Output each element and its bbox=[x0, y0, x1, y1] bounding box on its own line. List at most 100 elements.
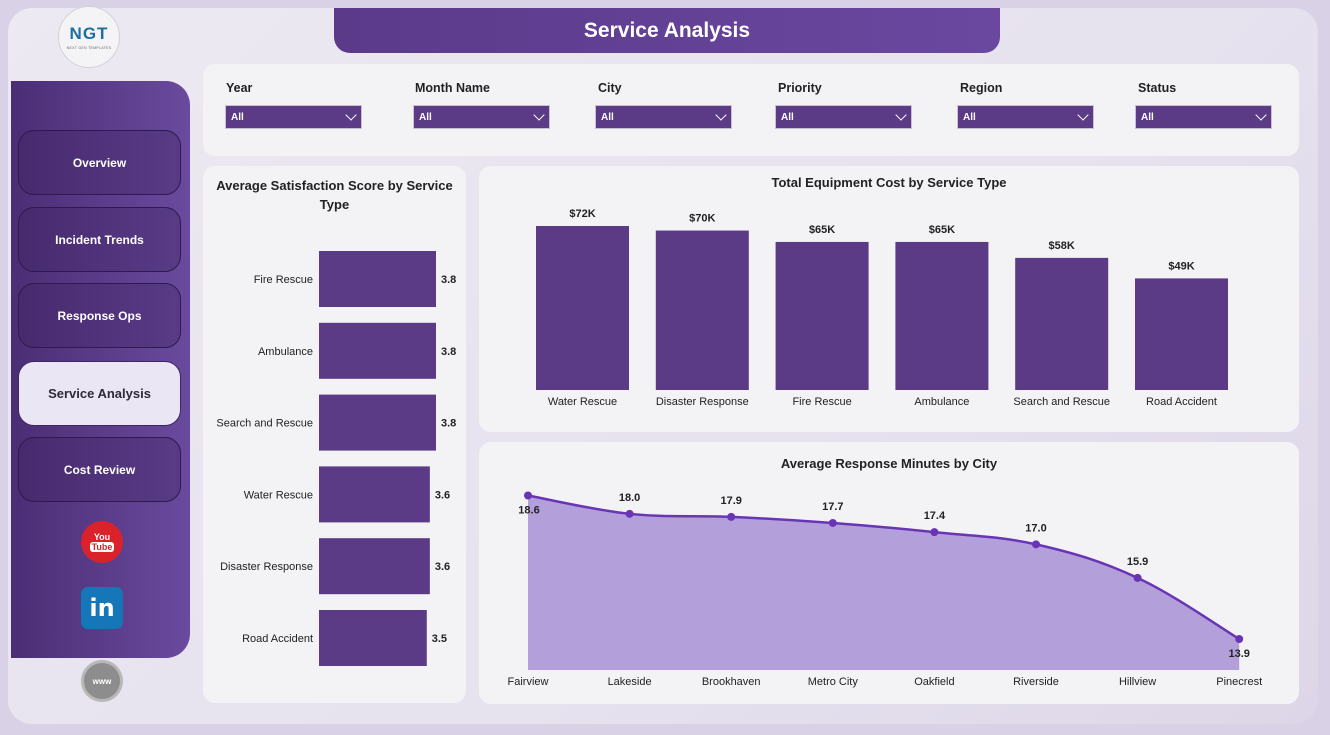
logo-text: NGT bbox=[69, 24, 109, 43]
logo-subtext: NEXT GEN TEMPLATES bbox=[66, 46, 112, 50]
chevron-down-icon bbox=[345, 109, 357, 121]
response-minutes-city-label: Fairview bbox=[508, 676, 549, 688]
ngt-logo: NGT NEXT GEN TEMPLATES bbox=[58, 6, 120, 68]
satisfaction-category-label: Fire Rescue bbox=[254, 274, 313, 286]
response-minutes-city-label: Hillview bbox=[1119, 676, 1156, 688]
response-minutes-point[interactable] bbox=[930, 528, 939, 537]
equipment-cost-bar[interactable] bbox=[775, 241, 869, 390]
response-minutes-point[interactable] bbox=[1235, 634, 1244, 643]
equipment-cost-bar[interactable] bbox=[1015, 257, 1109, 390]
filter-panel: Year All Month Name All City All Priorit… bbox=[203, 64, 1299, 156]
equipment-cost-bar[interactable] bbox=[1135, 278, 1228, 390]
equipment-cost-bar-chart: $72K Water Rescue $70K Disaster Response $65… bbox=[536, 208, 1228, 408]
response-minutes-point[interactable] bbox=[1032, 540, 1040, 549]
youtube-icon[interactable]: You Tube bbox=[81, 521, 123, 563]
equipment-cost-value-label: $65K bbox=[929, 224, 955, 236]
response-minutes-chart-title: Average Response Minutes by City bbox=[780, 456, 998, 471]
satisfaction-bar[interactable] bbox=[319, 394, 436, 451]
response-minutes-city-label: Metro City bbox=[808, 676, 859, 688]
satisfaction-category-label: Disaster Response bbox=[220, 561, 313, 573]
nav-overview-button[interactable]: Overview bbox=[18, 130, 181, 195]
nav-incident-trends-button[interactable]: Incident Trends bbox=[18, 207, 181, 272]
filter-month-name-label: Month Name bbox=[415, 81, 490, 95]
equipment-cost-category-label: Disaster Response bbox=[656, 396, 749, 408]
filter-status-label: Status bbox=[1138, 81, 1177, 95]
response-minutes-point[interactable] bbox=[625, 509, 634, 518]
satisfaction-bar[interactable] bbox=[319, 610, 427, 666]
equipment-cost-bar[interactable] bbox=[655, 230, 749, 390]
satisfaction-value-label: 3.5 bbox=[432, 633, 447, 645]
response-minutes-chart-card: Average Response Minutes by City 18.6 Fai… bbox=[479, 442, 1299, 704]
linkedin-icon-text: in bbox=[89, 594, 115, 622]
response-minutes-value-label: 17.7 bbox=[822, 501, 843, 513]
chevron-down-icon bbox=[1255, 109, 1267, 121]
nav-response-ops-button[interactable]: Response Ops bbox=[18, 283, 181, 348]
response-minutes-value-label: 17.0 bbox=[1025, 522, 1046, 534]
satisfaction-bar-chart: Fire Rescue 3.8 Ambulance 3.8 Search and Res… bbox=[216, 251, 456, 666]
equipment-cost-value-label: $65K bbox=[809, 224, 835, 236]
filter-year-select[interactable]: All bbox=[225, 105, 362, 129]
filter-region-label: Region bbox=[960, 81, 1003, 95]
response-minutes-value-label: 17.9 bbox=[720, 495, 741, 507]
chevron-down-icon bbox=[895, 109, 907, 121]
equipment-cost-value-label: $58K bbox=[1049, 240, 1075, 252]
filter-status-value: All bbox=[1141, 111, 1154, 123]
satisfaction-value-label: 3.8 bbox=[441, 274, 456, 286]
equipment-cost-category-label: Search and Rescue bbox=[1013, 396, 1110, 408]
filter-city-label: City bbox=[598, 81, 622, 95]
response-minutes-value-label: 15.9 bbox=[1127, 556, 1148, 568]
equipment-cost-category-label: Fire Rescue bbox=[792, 396, 851, 408]
equipment-cost-value-label: $72K bbox=[569, 208, 595, 220]
filter-priority-label: Priority bbox=[778, 81, 822, 95]
equipment-cost-chart-card: Total Equipment Cost by Service Type $72… bbox=[479, 166, 1299, 432]
filter-region-select[interactable]: All bbox=[957, 105, 1094, 129]
filter-month-name-select[interactable]: All bbox=[413, 105, 550, 129]
equipment-cost-chart-title: Total Equipment Cost by Service Type bbox=[771, 175, 1007, 190]
youtube-icon-text-bottom: Tube bbox=[89, 542, 115, 552]
page-title: Service Analysis bbox=[334, 8, 1000, 53]
response-minutes-point[interactable] bbox=[727, 512, 736, 521]
website-globe-icon[interactable]: www bbox=[81, 660, 123, 702]
filter-status-select[interactable]: All bbox=[1135, 105, 1272, 129]
response-minutes-city-label: Riverside bbox=[1013, 676, 1059, 688]
response-minutes-city-label: Lakeside bbox=[608, 676, 652, 688]
website-icon-text: www bbox=[92, 676, 112, 686]
satisfaction-value-label: 3.6 bbox=[435, 489, 450, 501]
filter-city-value: All bbox=[601, 111, 614, 123]
nav-service-analysis-button[interactable]: Service Analysis bbox=[18, 361, 181, 426]
filter-priority-value: All bbox=[781, 111, 794, 123]
satisfaction-category-label: Ambulance bbox=[258, 346, 313, 358]
response-minutes-point[interactable] bbox=[828, 518, 837, 527]
satisfaction-bar[interactable] bbox=[319, 251, 436, 307]
equipment-cost-bar[interactable] bbox=[895, 241, 989, 390]
chevron-down-icon bbox=[715, 109, 727, 121]
response-minutes-city-label: Oakfield bbox=[914, 676, 954, 688]
filter-year-value: All bbox=[231, 111, 244, 123]
equipment-cost-value-label: $70K bbox=[689, 213, 715, 225]
nav-cost-review-button[interactable]: Cost Review bbox=[18, 437, 181, 502]
response-minutes-area-chart: 18.6 Fairview 18.0 Lakeside 17.9 Brookhaven 17… bbox=[508, 491, 1262, 688]
satisfaction-category-label: Search and Rescue bbox=[216, 418, 313, 430]
satisfaction-category-label: Water Rescue bbox=[244, 489, 313, 501]
filter-priority-select[interactable]: All bbox=[775, 105, 912, 129]
satisfaction-bar[interactable] bbox=[319, 322, 436, 379]
linkedin-icon[interactable]: in bbox=[81, 587, 123, 629]
response-minutes-value-label: 13.9 bbox=[1228, 648, 1249, 660]
satisfaction-bar[interactable] bbox=[319, 538, 430, 595]
equipment-cost-value-label: $49K bbox=[1168, 260, 1194, 272]
youtube-icon-text-top: You bbox=[93, 532, 111, 542]
sidebar: Overview Incident Trends Response Ops Se… bbox=[11, 81, 190, 658]
equipment-cost-category-label: Water Rescue bbox=[548, 396, 617, 408]
satisfaction-bar[interactable] bbox=[319, 466, 430, 523]
chevron-down-icon bbox=[1077, 109, 1089, 121]
response-minutes-point[interactable] bbox=[524, 491, 532, 500]
response-minutes-value-label: 17.4 bbox=[924, 510, 946, 522]
response-minutes-point[interactable] bbox=[1133, 573, 1142, 582]
equipment-cost-category-label: Ambulance bbox=[914, 396, 969, 408]
response-minutes-value-label: 18.6 bbox=[518, 505, 539, 517]
equipment-cost-bar[interactable] bbox=[536, 226, 629, 390]
filter-year-label: Year bbox=[226, 81, 253, 95]
filter-city-select[interactable]: All bbox=[595, 105, 732, 129]
response-minutes-line bbox=[527, 494, 1240, 641]
response-minutes-city-label: Brookhaven bbox=[702, 676, 761, 688]
